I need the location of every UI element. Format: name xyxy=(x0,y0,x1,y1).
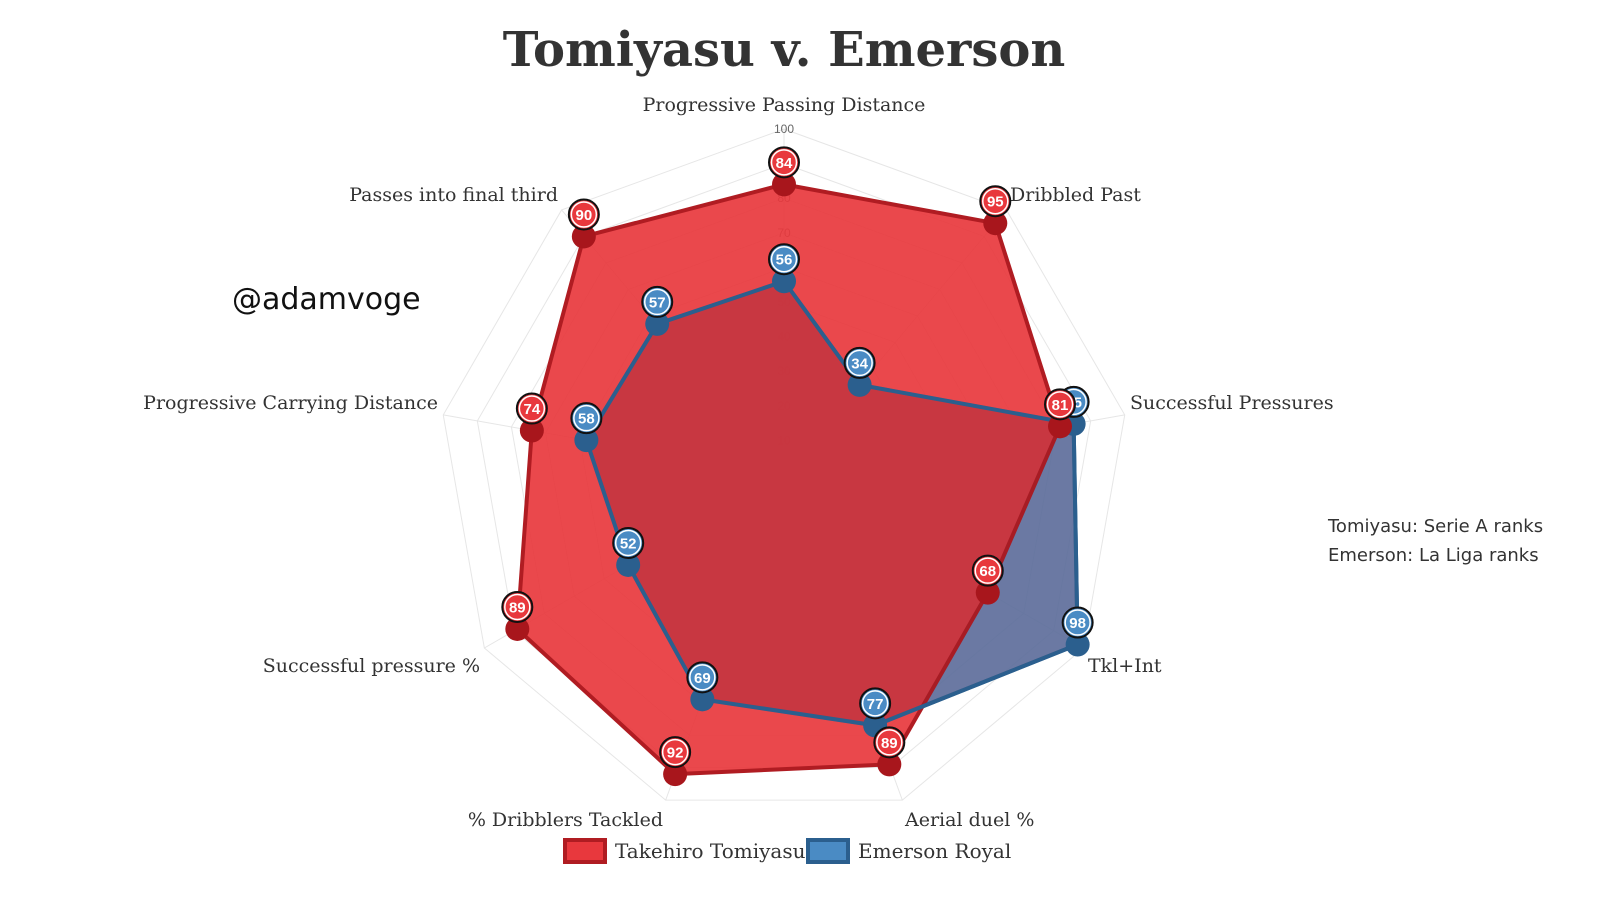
value-badge-tomiyasu-successful-pressure xyxy=(501,590,534,623)
legend-swatch-tomiyasu xyxy=(563,838,607,864)
value-badge-ring-emerson-aerial-duel xyxy=(861,690,889,717)
value-badge-ring-tomiyasu-tkl-int xyxy=(974,557,1002,584)
value-badge-ring-tomiyasu-dribbled-past xyxy=(982,187,1009,215)
value-label-emerson-progressive-passing-distance: 56 xyxy=(776,252,793,269)
point-tomiyasu-progressive-passing-distance xyxy=(772,172,796,197)
value-label-tomiyasu-progressive-passing-distance: 84 xyxy=(776,155,793,172)
value-badge-emerson-tkl-int xyxy=(1061,606,1094,639)
value-label-emerson-successful-pressure: 52 xyxy=(620,535,637,552)
value-badge-tomiyasu-dribbled-past xyxy=(979,185,1012,218)
value-badge-ring-tomiyasu-aerial-duel xyxy=(876,729,903,756)
value-badge-emerson-aerial-duel xyxy=(859,687,892,720)
legend-label-tomiyasu: Takehiro Tomiyasu xyxy=(615,839,806,863)
value-label-emerson-dribblers-tackled: 69 xyxy=(694,670,711,687)
value-badge-ring-emerson-passes-into-final-third xyxy=(643,288,671,316)
grid-ring-100 xyxy=(442,128,1126,801)
value-badge-ring-emerson-successful-pressure xyxy=(614,529,642,557)
value-badge-ring-tomiyasu-progressive-carrying-distance xyxy=(518,395,546,422)
value-label-tomiyasu-dribbled-past: 95 xyxy=(987,194,1004,211)
value-badge-ring-emerson-dribbled-past xyxy=(846,349,873,377)
point-tomiyasu-tkl-int xyxy=(975,580,1000,605)
value-badge-emerson-progressive-carrying-distance xyxy=(570,402,603,435)
point-tomiyasu-passes-into-final-third xyxy=(571,224,596,249)
value-badge-tomiyasu-passes-into-final-third xyxy=(567,198,600,231)
value-badge-ring-emerson-dribblers-tackled xyxy=(689,664,716,691)
axis-label-dribblers-tackled: % Dribblers Tackled xyxy=(468,809,663,831)
value-badge-emerson-dribbled-past xyxy=(843,346,876,379)
value-label-tomiyasu-progressive-carrying-distance: 74 xyxy=(524,401,541,418)
value-badge-tomiyasu-dribblers-tackled xyxy=(659,736,692,769)
chart-title: Tomiyasu v. Emerson xyxy=(503,22,1066,78)
axis-label-passes-into-final-third: Passes into final third xyxy=(349,184,558,206)
value-badge-ring-tomiyasu-successful-pressures xyxy=(1046,391,1074,418)
axis-label-progressive-carrying-distance: Progressive Carrying Distance xyxy=(143,392,438,414)
value-badge-ring-tomiyasu-successful-pressure xyxy=(504,593,531,621)
value-badge-ring-emerson-progressive-passing-distance xyxy=(770,245,798,273)
value-badge-ring-emerson-tkl-int xyxy=(1064,609,1091,636)
legend[interactable]: Takehiro Tomiyasu Emerson Royal xyxy=(563,838,1011,864)
point-emerson-dribbled-past xyxy=(847,372,872,397)
axis-label-tkl-int: Tkl+Int xyxy=(1088,655,1162,677)
value-label-emerson-tkl-int: 98 xyxy=(1069,615,1086,632)
value-badge-tomiyasu-aerial-duel xyxy=(873,726,906,759)
value-label-tomiyasu-successful-pressure: 89 xyxy=(509,599,526,616)
radar-series xyxy=(515,182,1080,777)
point-tomiyasu-aerial-duel xyxy=(877,752,902,777)
axis-label-dribbled-past: Dribbled Past xyxy=(1010,184,1141,206)
series-outline-emerson xyxy=(584,279,1080,728)
value-label-emerson-dribbled-past: 34 xyxy=(851,355,868,372)
value-badge-tomiyasu-successful-pressures xyxy=(1044,388,1077,421)
value-label-tomiyasu-successful-pressures: 81 xyxy=(1052,397,1069,414)
value-badge-tomiyasu-progressive-carrying-distance xyxy=(515,392,548,425)
point-emerson-progressive-passing-distance xyxy=(772,269,796,294)
axis-label-progressive-passing-distance: Progressive Passing Distance xyxy=(643,94,926,116)
value-label-tomiyasu-passes-into-final-third: 90 xyxy=(575,207,592,224)
value-badge-emerson-dribblers-tackled xyxy=(686,661,719,694)
tick-label-100: 100 xyxy=(774,122,794,136)
value-badge-tomiyasu-progressive-passing-distance xyxy=(768,146,800,179)
value-label-emerson-aerial-duel: 77 xyxy=(867,696,884,713)
value-badge-emerson-passes-into-final-third xyxy=(641,285,674,318)
value-label-emerson-progressive-carrying-distance: 58 xyxy=(578,411,595,428)
value-badge-ring-tomiyasu-passes-into-final-third xyxy=(570,201,598,228)
axis-label-aerial-duel: Aerial duel % xyxy=(904,809,1034,831)
value-badge-ring-emerson-progressive-carrying-distance xyxy=(573,404,600,432)
point-emerson-tkl-int xyxy=(1065,632,1090,657)
note-emerson: Emerson: La Liga ranks xyxy=(1328,545,1539,566)
value-badge-emerson-progressive-passing-distance xyxy=(768,243,800,276)
legend-item-emerson[interactable]: Emerson Royal xyxy=(806,838,1011,864)
value-label-tomiyasu-tkl-int: 68 xyxy=(979,563,996,580)
point-tomiyasu-dribbled-past xyxy=(983,211,1008,236)
axis-label-successful-pressure: Successful pressure % xyxy=(263,655,480,677)
value-badge-tomiyasu-tkl-int xyxy=(971,554,1004,587)
point-markers: 563485987769525857849581688992897490 xyxy=(501,146,1094,787)
point-tomiyasu-progressive-carrying-distance xyxy=(519,418,544,443)
point-tomiyasu-dribblers-tackled xyxy=(663,762,688,787)
legend-item-tomiyasu[interactable]: Takehiro Tomiyasu xyxy=(563,838,806,864)
note-tomiyasu: Tomiyasu: Serie A ranks xyxy=(1327,516,1543,537)
value-label-tomiyasu-dribblers-tackled: 92 xyxy=(667,745,684,762)
point-emerson-successful-pressure xyxy=(616,552,641,577)
value-badge-ring-tomiyasu-progressive-passing-distance xyxy=(770,149,798,176)
value-label-tomiyasu-aerial-duel: 89 xyxy=(881,735,898,752)
value-label-emerson-passes-into-final-third: 57 xyxy=(649,294,666,311)
point-emerson-passes-into-final-third xyxy=(645,311,670,336)
value-badge-emerson-successful-pressure xyxy=(612,526,645,559)
point-tomiyasu-successful-pressure xyxy=(505,616,530,641)
legend-swatch-emerson xyxy=(806,838,850,864)
axis-labels: Progressive Passing Distance Dribbled Pas… xyxy=(143,94,1333,831)
value-badge-ring-tomiyasu-dribblers-tackled xyxy=(661,738,689,766)
axis-label-successful-pressures: Successful Pressures xyxy=(1130,392,1334,414)
point-emerson-dribblers-tackled xyxy=(690,687,715,712)
point-emerson-progressive-carrying-distance xyxy=(574,428,599,453)
watermark: @adamvoge xyxy=(232,282,421,317)
point-tomiyasu-successful-pressures xyxy=(1048,414,1073,439)
legend-label-emerson: Emerson Royal xyxy=(858,839,1011,863)
